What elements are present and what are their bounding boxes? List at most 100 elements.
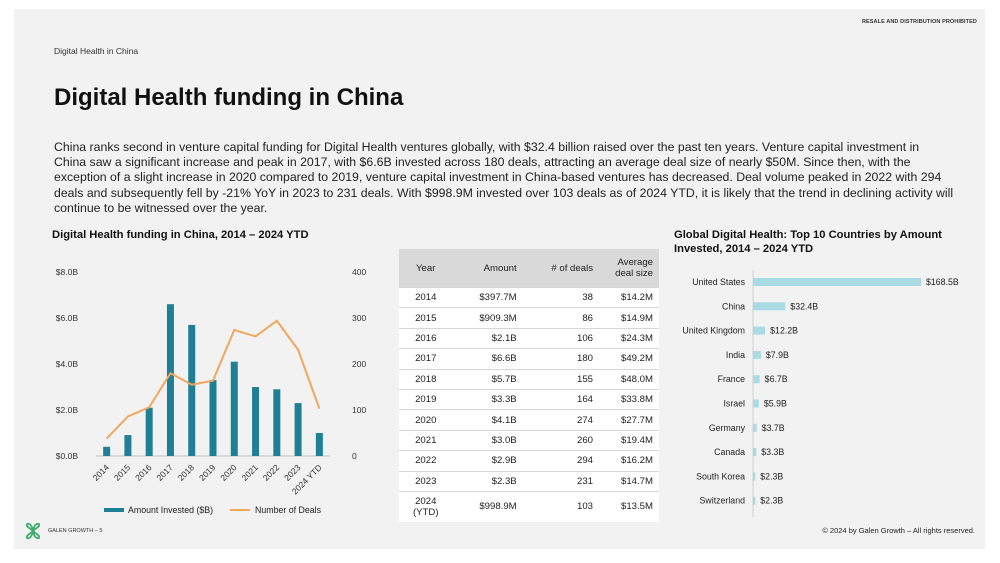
cell-deals: 180 — [522, 348, 599, 370]
cell-average: $19.4M — [599, 429, 659, 451]
table-row: 2018 $5.7B 155 $48.0M — [399, 368, 659, 390]
table-body: 2014 $397.7M 38 $14.2M 2015 $909.3M 86 $14.9M 20… — [399, 286, 659, 522]
cell-amount: $998.9M — [452, 490, 523, 522]
country-bar — [753, 399, 759, 408]
y-left-tick-label: $2.0B — [56, 405, 79, 415]
country-value-label: $3.3B — [761, 447, 784, 457]
cell-average: $14.9M — [599, 307, 659, 329]
countries-bar-chart: United States $168.5B China $32.4B United Ki… — [682, 270, 959, 517]
y-right-tick-label: 200 — [352, 359, 366, 369]
x-tick-label: 2022 — [261, 462, 282, 483]
bar — [188, 324, 196, 456]
cell-average: $13.5M — [599, 490, 659, 522]
x-tick-label: 2015 — [112, 462, 133, 483]
cell-deals: 155 — [522, 368, 599, 390]
cell-deals: 86 — [522, 307, 599, 329]
country-bar — [753, 472, 756, 481]
table-row: 2024 (YTD) $998.9M 103 $13.5M — [399, 490, 659, 522]
cell-average: $33.8M — [599, 388, 659, 410]
cell-deals: 164 — [522, 388, 599, 410]
y-right-tick-label: 100 — [352, 405, 366, 415]
column-header-amount: Amount — [452, 249, 523, 288]
country-bar — [753, 496, 756, 505]
cell-year: 2019 — [399, 388, 453, 410]
bar — [145, 407, 153, 456]
y-right-tick-label: 400 — [352, 267, 366, 277]
bar — [230, 361, 238, 456]
cell-deals: 260 — [522, 429, 599, 451]
cell-deals: 103 — [522, 490, 599, 522]
bar — [252, 387, 260, 456]
countries-chart-title: Global Digital Health: Top 10 Countries … — [674, 229, 942, 255]
cell-average: $24.3M — [599, 327, 659, 349]
legend-label-deals: Number of Deals — [255, 505, 322, 515]
country-value-label: $2.3B — [760, 471, 783, 481]
country-bar — [753, 448, 757, 457]
country-label: United States — [692, 277, 745, 287]
cell-average: $27.7M — [599, 409, 659, 431]
table-row: 2016 $2.1B 106 $24.3M — [399, 327, 659, 349]
table-row: 2023 $2.3B 231 $14.7M — [399, 470, 659, 492]
country-label: India — [726, 350, 745, 360]
country-value-label: $2.3B — [760, 496, 783, 506]
bar — [209, 380, 217, 456]
cell-amount: $6.6B — [452, 348, 523, 370]
y-right-tick-label: 0 — [352, 451, 357, 461]
cell-amount: $3.3B — [452, 388, 523, 410]
country-bar — [753, 375, 760, 384]
x-tick-label: 2021 — [240, 462, 261, 483]
bar — [294, 403, 302, 456]
cell-year: 2024 (YTD) — [399, 490, 453, 522]
cell-deals: 231 — [522, 470, 599, 492]
funding-combo-chart: $0.0B $2.0B $4.0B $6.0B $8.0B 0 100 200 300 400 20… — [56, 267, 367, 515]
country-label: Israel — [723, 399, 745, 409]
cell-amount: $397.7M — [452, 286, 523, 308]
country-label: South Korea — [696, 471, 745, 481]
country-label: China — [722, 301, 745, 311]
cell-year: 2021 — [399, 429, 453, 451]
cell-average: $16.2M — [599, 450, 659, 472]
bar — [166, 304, 174, 456]
table-row: 2022 $2.9B 294 $16.2M — [399, 450, 659, 472]
cell-deals: 294 — [522, 450, 599, 472]
x-tick-label: 2016 — [133, 462, 154, 483]
x-tick-label: 2014 — [91, 462, 112, 483]
cell-deals: 106 — [522, 327, 599, 349]
x-tick-label: 2019 — [197, 462, 218, 483]
cell-year: 2017 — [399, 348, 453, 370]
table-row: 2017 $6.6B 180 $49.2M — [399, 348, 659, 370]
column-header-year: Year — [399, 249, 453, 288]
footer-copyright: © 2024 by Galen Growth – All rights rese… — [822, 526, 975, 535]
table-row: 2021 $3.0B 260 $19.4M — [399, 429, 659, 451]
bar — [124, 435, 132, 456]
cell-year: 2015 — [399, 307, 453, 329]
country-label: Canada — [714, 447, 745, 457]
table-header-row: Year Amount # of deals Average deal size — [399, 249, 659, 288]
cell-amount: $909.3M — [452, 307, 523, 329]
cell-year: 2016 — [399, 327, 453, 349]
country-value-label: $5.9B — [764, 399, 787, 409]
country-bar — [753, 423, 757, 432]
table-row: 2014 $397.7M 38 $14.2M — [399, 286, 659, 308]
cell-average: $49.2M — [599, 348, 659, 370]
cell-year: 2014 — [399, 286, 453, 308]
y-left-tick-label: $6.0B — [56, 313, 79, 323]
deals-line — [105, 319, 321, 440]
legend-label-amount: Amount Invested ($B) — [128, 505, 213, 515]
country-bar — [753, 326, 766, 335]
legend-swatch-amount — [104, 508, 124, 512]
cell-amount: $5.7B — [452, 368, 523, 390]
section-label: Digital Health in China — [54, 46, 139, 56]
footer-brand: GALEN GROWTH – 5 — [24, 522, 102, 540]
bar — [315, 433, 323, 456]
country-value-label: $6.7B — [765, 374, 788, 384]
country-label: Switzerland — [700, 496, 746, 506]
prohibited-notice: RESALE AND DISTRIBUTION PROHIBITED — [861, 19, 977, 25]
country-bar — [753, 278, 921, 286]
table-row: 2015 $909.3M 86 $14.9M — [399, 307, 659, 329]
country-label: United Kingdom — [682, 326, 745, 336]
page-title: Digital Health funding in China — [54, 84, 404, 111]
column-header-average: Average deal size — [599, 249, 659, 288]
cell-year: 2020 — [399, 409, 453, 431]
cell-amount: $4.1B — [452, 409, 523, 431]
